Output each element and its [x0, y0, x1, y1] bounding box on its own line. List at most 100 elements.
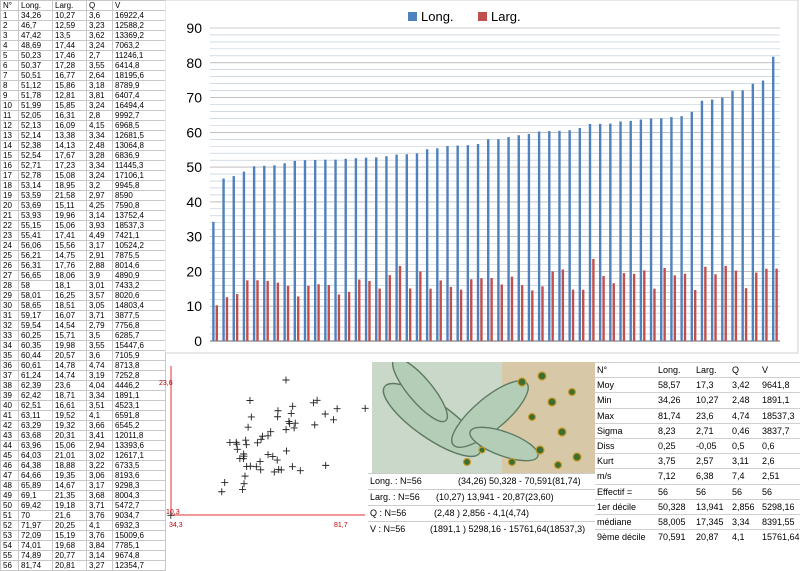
bar-larg — [307, 285, 310, 341]
cell-larg: 16,25 — [52, 290, 87, 301]
cell-long: 65,89 — [18, 480, 53, 491]
bar-larg — [368, 281, 371, 341]
bar-long — [680, 116, 683, 341]
cell-index: 19 — [0, 190, 19, 201]
cell-index: 3 — [0, 30, 19, 41]
cell-index: 15 — [0, 150, 19, 161]
stats-cell-q: 7,4 — [730, 468, 760, 484]
bar-long — [487, 139, 490, 341]
cell-q: 3,6 — [86, 350, 113, 361]
stats-cell-label: médiane — [595, 513, 656, 530]
cell-index: 32 — [0, 320, 19, 331]
table-row: 34 60,35 19,98 3,55 15447,6 — [0, 340, 166, 351]
bar-long — [385, 156, 388, 341]
bar-larg — [602, 275, 605, 341]
stats-cell-v: 0,6 — [760, 437, 800, 454]
bar-larg — [408, 288, 412, 341]
bar-larg — [490, 278, 493, 341]
table-row: 31 59,17 16,07 3,71 3877,5 — [0, 310, 166, 321]
cell-long: 48,69 — [18, 40, 53, 51]
cell-larg: 20,57 — [52, 350, 87, 361]
cell-q: 3,24 — [86, 40, 113, 51]
y-tick-label: 50 — [186, 159, 202, 175]
cell-index: 21 — [0, 210, 19, 221]
bar-long — [731, 90, 734, 341]
bar-larg — [673, 275, 677, 341]
cell-index: 54 — [0, 540, 19, 551]
cell-index: 10 — [0, 100, 19, 111]
scatter-point — [239, 486, 247, 494]
summary-larg-label: Larg. : N=56 — [370, 492, 420, 502]
bar-larg — [683, 273, 687, 341]
cell-long: 56,06 — [18, 240, 53, 251]
cell-q: 4,1 — [86, 520, 113, 531]
cell-v: 18195,6 — [112, 70, 166, 81]
cell-index: 17 — [0, 170, 19, 181]
bar-larg — [266, 280, 269, 341]
cell-v: 16922,4 — [112, 10, 166, 21]
bar-larg — [531, 290, 534, 341]
cell-q: 4,25 — [86, 200, 113, 211]
cell-q: 3,81 — [86, 90, 113, 101]
cell-q: 4,04 — [86, 380, 113, 391]
bar-larg — [215, 305, 218, 341]
cell-long: 60,44 — [18, 350, 53, 361]
cell-larg: 20,31 — [52, 430, 87, 441]
cell-larg: 15,71 — [52, 330, 87, 341]
cell-v: 7105,9 — [112, 350, 166, 361]
bar-larg — [429, 288, 432, 341]
cell-long: 60,35 — [18, 340, 53, 351]
stats-header-larg: Larg. — [694, 361, 730, 378]
cell-long: 56,21 — [18, 250, 53, 261]
stats-cell-q: 2,48 — [730, 392, 760, 409]
stats-header-label: N° — [595, 361, 656, 378]
bar-larg — [693, 289, 697, 341]
cell-v: 6968,5 — [112, 120, 166, 131]
cell-long: 64,38 — [18, 460, 53, 471]
cell-v: 7433,2 — [112, 280, 166, 291]
cell-q: 4,74 — [86, 360, 113, 371]
cell-index: 28 — [0, 280, 19, 291]
scatter-xmin-label: 34,3 — [169, 522, 183, 529]
cell-q: 2,64 — [86, 70, 113, 81]
bar-larg — [327, 285, 330, 341]
cell-q: 3,14 — [86, 210, 113, 221]
cell-larg: 18,06 — [52, 270, 87, 281]
cell-q: 3,71 — [86, 310, 113, 321]
cell-long: 69,1 — [18, 490, 53, 501]
bar-larg — [378, 288, 381, 341]
scatter-point — [296, 467, 304, 475]
stats-row: 9ème décile 70,591 20,87 4,1 15761,64 — [595, 529, 800, 545]
cell-index: 12 — [0, 120, 19, 131]
legend-label-long: Long. — [421, 9, 454, 24]
table-row: 17 52,78 15,08 3,24 17106,1 — [0, 170, 166, 181]
cell-v: 12354,7 — [112, 560, 166, 571]
bar-larg — [225, 297, 229, 341]
stats-cell-v: 15761,64 — [760, 529, 800, 545]
table-row: 37 61,24 14,74 3,19 7252,8 — [0, 370, 166, 381]
cell-q: 3,6 — [86, 10, 113, 21]
cell-index: 47 — [0, 470, 19, 481]
bar-long — [456, 145, 459, 341]
stats-cell-larg: 17,345 — [694, 513, 730, 530]
range-summary: Long. : N=56 (34,26) 50,328 - 70,591(81,… — [368, 473, 595, 534]
cell-larg: 21,01 — [52, 450, 87, 461]
cell-larg: 19,52 — [52, 410, 87, 421]
scatter-point — [257, 435, 265, 443]
table-row: 18 53,14 18,95 3,2 9945,8 — [0, 180, 166, 191]
cell-q: 3,19 — [86, 370, 113, 381]
bar-larg — [663, 267, 666, 341]
summary-long-label: Long. : N=56 — [370, 476, 422, 486]
stats-cell-label: m/s — [595, 468, 656, 484]
bar-long — [293, 160, 297, 341]
cell-long: 59,54 — [18, 320, 53, 331]
bar-larg — [337, 294, 341, 341]
stats-cell-larg: 56 — [694, 483, 730, 500]
bar-larg — [551, 271, 554, 341]
cell-larg: 15,11 — [52, 200, 87, 211]
bar-larg — [480, 278, 483, 341]
table-row: 33 60,25 15,71 3,5 6285,7 — [0, 330, 166, 341]
y-tick-label: 30 — [186, 229, 202, 245]
cell-q: 3,41 — [86, 430, 113, 441]
bar-larg — [592, 258, 595, 341]
